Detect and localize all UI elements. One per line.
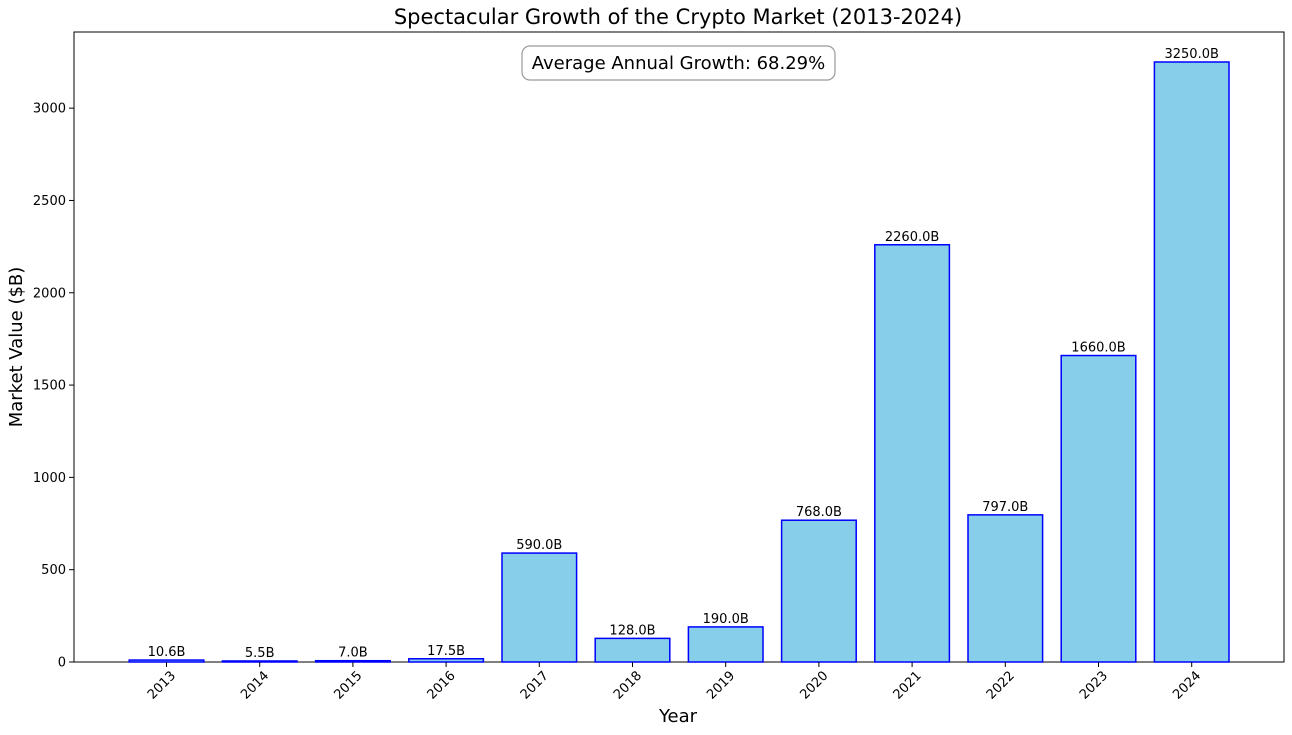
bar-label-2014: 5.5B: [245, 646, 275, 661]
y-tick-label-2500: 2500: [33, 194, 66, 209]
bar-2020: [780, 519, 857, 663]
x-tick-label-2016: 2016: [425, 669, 459, 703]
x-axis-title: Year: [658, 706, 698, 727]
x-tick-label-2022: 2022: [984, 669, 1018, 703]
average-growth-annotation: Average Annual Growth: 68.29%: [521, 45, 836, 81]
bar-2015: [314, 659, 391, 663]
x-axis: 2013 2014 2015 2016 2017 2018 2019 2020 2021 2022…: [145, 662, 1204, 703]
x-tick-label-2017: 2017: [518, 669, 552, 703]
bar-label-2015: 7.0B: [338, 646, 368, 661]
x-tick-label-2013: 2013: [145, 669, 179, 703]
y-tick-label-500: 500: [41, 563, 66, 578]
bar-2022: [967, 514, 1044, 663]
x-tick-label-2015: 2015: [331, 669, 365, 703]
bar-2019: [687, 626, 764, 663]
chart-title: Spectacular Growth of the Crypto Market …: [394, 5, 962, 29]
bar-2023: [1060, 354, 1137, 663]
x-tick-label-2023: 2023: [1077, 669, 1111, 703]
bar-2013: [128, 659, 205, 663]
bar-label-2019: 190.0B: [703, 612, 749, 627]
y-tick-label-1000: 1000: [33, 471, 66, 486]
bar-label-2024: 3250.0B: [1164, 47, 1218, 62]
y-tick-label-2000: 2000: [33, 286, 66, 301]
bar-value-labels: 10.6B 5.5B 7.0B 17.5B 590.0B 128.0B 190.0B 768.…: [148, 47, 1219, 661]
bar-label-2020: 768.0B: [796, 505, 842, 520]
bar-label-2013: 10.6B: [148, 645, 186, 660]
plot-area-frame: [73, 31, 1285, 663]
annotation-box: [521, 45, 836, 81]
y-axis: 0 500 1000 1500 2000 2500 3000: [33, 102, 74, 671]
x-tick-label-2014: 2014: [238, 669, 272, 703]
x-tick-label-2021: 2021: [891, 669, 925, 703]
bar-2021: [874, 244, 951, 663]
bar-label-2018: 128.0B: [609, 623, 655, 638]
bar-label-2022: 797.0B: [982, 500, 1028, 515]
y-tick-label-0: 0: [58, 656, 66, 671]
bar-2017: [501, 552, 578, 663]
x-tick-label-2020: 2020: [797, 669, 831, 703]
y-tick-label-1500: 1500: [33, 379, 66, 394]
bar-label-2021: 2260.0B: [885, 230, 939, 245]
bars-group: [128, 61, 1230, 663]
bar-label-2016: 17.5B: [427, 644, 465, 659]
x-tick-label-2024: 2024: [1170, 669, 1204, 703]
y-axis-title: Market Value ($B): [6, 267, 27, 428]
bar-label-2023: 1660.0B: [1071, 341, 1125, 356]
annotation-text: Average Annual Growth: 68.29%: [532, 53, 826, 74]
bar-label-2017: 590.0B: [516, 538, 562, 553]
bar-2016: [408, 658, 485, 663]
y-tick-label-3000: 3000: [33, 102, 66, 117]
bar-2014: [221, 660, 298, 663]
bar-2024: [1153, 61, 1230, 663]
x-tick-label-2018: 2018: [611, 669, 645, 703]
bar-2018: [594, 637, 671, 663]
x-tick-label-2019: 2019: [704, 669, 738, 703]
